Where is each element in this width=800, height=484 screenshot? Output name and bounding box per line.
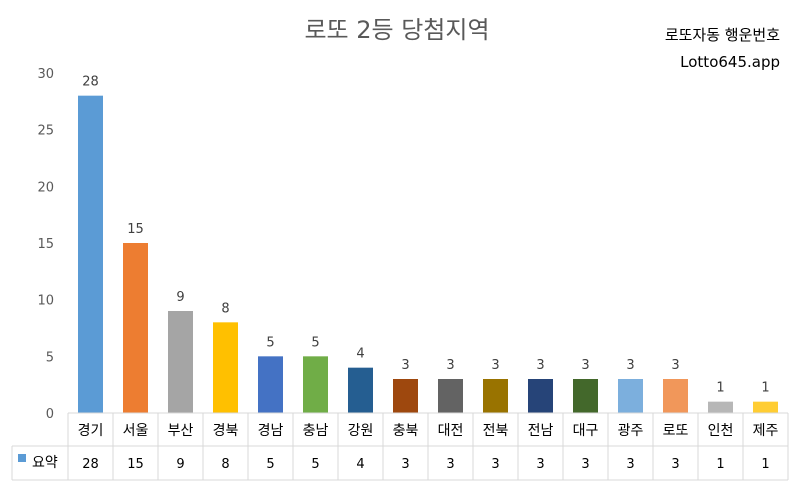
table-value: 4 xyxy=(356,457,364,472)
bar-충북 xyxy=(393,379,418,413)
y-tick-label: 5 xyxy=(46,350,54,365)
bar-경남 xyxy=(258,356,283,413)
table-value: 8 xyxy=(221,457,229,472)
table-value: 3 xyxy=(581,457,589,472)
table-value: 3 xyxy=(401,457,409,472)
x-tick-label: 전남 xyxy=(528,423,554,439)
data-label: 3 xyxy=(536,358,544,373)
y-tick-label: 0 xyxy=(46,407,54,422)
bar-로또 xyxy=(663,379,688,413)
chart-title: 로또 2등 당첨지역 xyxy=(304,16,489,44)
table-value: 3 xyxy=(536,457,544,472)
data-label: 9 xyxy=(176,290,184,305)
x-tick-label: 충남 xyxy=(303,423,329,439)
table-value: 5 xyxy=(311,457,319,472)
y-tick-label: 15 xyxy=(37,237,54,252)
x-tick-label: 충북 xyxy=(393,423,419,439)
data-label: 1 xyxy=(716,381,724,396)
table-value: 5 xyxy=(266,457,274,472)
data-table: 경기 28 서울 15 부산 9 경북 8 경남 5 충남 5 강원 4 충북 3 대전 3 전북 3 전남 3 대구 3 광주… xyxy=(11,412,789,481)
x-tick-label: 전북 xyxy=(483,423,509,439)
bar-대전 xyxy=(438,379,463,413)
bar-전북 xyxy=(483,379,508,413)
data-label: 3 xyxy=(581,358,589,373)
data-label: 3 xyxy=(626,358,634,373)
table-value: 3 xyxy=(491,457,499,472)
table-value: 1 xyxy=(716,457,724,472)
y-tick-label: 20 xyxy=(37,180,54,195)
x-tick-label: 대구 xyxy=(573,423,599,439)
x-tick-label: 로또 xyxy=(663,423,689,439)
x-tick-label: 경남 xyxy=(258,423,284,439)
bar-서울 xyxy=(123,243,148,413)
data-label: 3 xyxy=(446,358,454,373)
x-tick-label: 대전 xyxy=(438,423,464,439)
data-label: 28 xyxy=(82,75,99,90)
brand-line-1: 로또자동 행운번호 xyxy=(665,26,780,44)
x-tick-label: 부산 xyxy=(168,423,194,439)
data-label: 3 xyxy=(401,358,409,373)
data-label: 5 xyxy=(311,335,319,350)
y-tick-label: 30 xyxy=(37,67,54,82)
y-axis: 0 5 10 15 20 25 30 xyxy=(37,67,54,422)
data-label: 1 xyxy=(761,381,769,396)
table-value: 9 xyxy=(176,457,184,472)
bar-충남 xyxy=(303,356,328,413)
bars xyxy=(78,95,778,414)
bar-대구 xyxy=(573,379,598,413)
legend-label: 요약 xyxy=(32,455,58,471)
y-tick-label: 10 xyxy=(37,294,54,309)
bar-인천 xyxy=(708,401,733,413)
x-tick-label: 강원 xyxy=(348,423,374,439)
data-label: 3 xyxy=(491,358,499,373)
data-label: 3 xyxy=(671,358,679,373)
data-label: 15 xyxy=(127,222,144,237)
x-tick-label: 서울 xyxy=(123,423,149,439)
x-tick-label: 제주 xyxy=(753,423,779,439)
y-tick-label: 25 xyxy=(37,124,54,139)
data-labels: 28 15 9 8 5 5 4 3 3 3 3 3 3 3 1 1 xyxy=(82,75,769,396)
table-value: 1 xyxy=(761,457,769,472)
bar-제주 xyxy=(753,401,778,413)
x-tick-label: 인천 xyxy=(708,423,734,439)
data-label: 4 xyxy=(356,347,364,362)
bar-강원 xyxy=(348,367,373,413)
x-tick-label: 경북 xyxy=(213,423,239,439)
table-value: 3 xyxy=(446,457,454,472)
x-tick-label: 광주 xyxy=(618,423,644,439)
data-label: 8 xyxy=(221,301,229,316)
data-label: 5 xyxy=(266,335,274,350)
table-value: 3 xyxy=(626,457,634,472)
brand-line-2: Lotto645.app xyxy=(680,53,780,71)
bar-광주 xyxy=(618,379,643,413)
table-value: 28 xyxy=(82,457,99,472)
table-value: 3 xyxy=(671,457,679,472)
bar-경북 xyxy=(213,322,238,413)
legend-swatch xyxy=(18,454,26,462)
table-value: 15 xyxy=(127,457,144,472)
bar-전남 xyxy=(528,379,553,413)
bar-경기 xyxy=(78,95,103,414)
bar-부산 xyxy=(168,311,193,413)
x-tick-label: 경기 xyxy=(78,423,104,439)
